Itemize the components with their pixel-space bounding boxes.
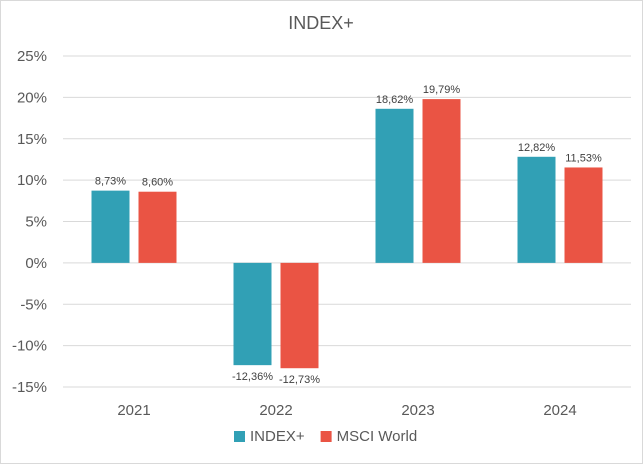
bars bbox=[91, 99, 603, 369]
y-tick-label: 0% bbox=[25, 255, 47, 272]
y-tick-label: 20% bbox=[17, 89, 47, 106]
legend: INDEX+ MSCI World bbox=[234, 428, 417, 445]
bar bbox=[422, 99, 461, 263]
legend-label: MSCI World bbox=[337, 428, 418, 445]
data-label: -12,73% bbox=[279, 374, 320, 386]
bar bbox=[375, 108, 414, 263]
bar bbox=[564, 167, 603, 263]
bar bbox=[280, 262, 319, 369]
y-tick-label: 25% bbox=[17, 48, 47, 65]
chart-title: INDEX+ bbox=[288, 13, 354, 33]
y-tick-label: -15% bbox=[12, 379, 47, 396]
x-axis-ticks: 2021 2022 2023 2024 bbox=[117, 402, 576, 419]
data-label: -12,36% bbox=[232, 371, 273, 383]
bar bbox=[91, 190, 130, 263]
bar bbox=[138, 191, 177, 263]
data-label: 18,62% bbox=[376, 94, 414, 106]
y-tick-label: 15% bbox=[17, 131, 47, 148]
data-label: 19,79% bbox=[423, 84, 461, 96]
data-label: 8,60% bbox=[142, 177, 173, 189]
y-axis-ticks: 25% 20% 15% 10% 5% 0% -5% -10% -15% bbox=[12, 48, 47, 396]
data-label: 11,53% bbox=[565, 152, 602, 164]
legend-swatch bbox=[234, 431, 245, 442]
data-labels: 8,73% 8,60% -12,36% -12,73% 18,62% 19,79% 12,8… bbox=[95, 84, 602, 386]
y-tick-label: -10% bbox=[12, 338, 47, 355]
x-tick-label: 2022 bbox=[259, 402, 292, 419]
legend-label: INDEX+ bbox=[250, 428, 305, 445]
bar bbox=[233, 262, 272, 366]
data-label: 12,82% bbox=[518, 142, 556, 154]
legend-swatch bbox=[320, 431, 332, 442]
x-tick-label: 2024 bbox=[543, 402, 576, 419]
y-tick-label: 5% bbox=[25, 214, 47, 231]
y-tick-label: -5% bbox=[20, 296, 47, 313]
bar bbox=[517, 156, 556, 263]
x-tick-label: 2023 bbox=[401, 402, 434, 419]
data-label: 8,73% bbox=[95, 176, 126, 188]
x-tick-label: 2021 bbox=[117, 402, 150, 419]
y-tick-label: 10% bbox=[17, 172, 47, 189]
